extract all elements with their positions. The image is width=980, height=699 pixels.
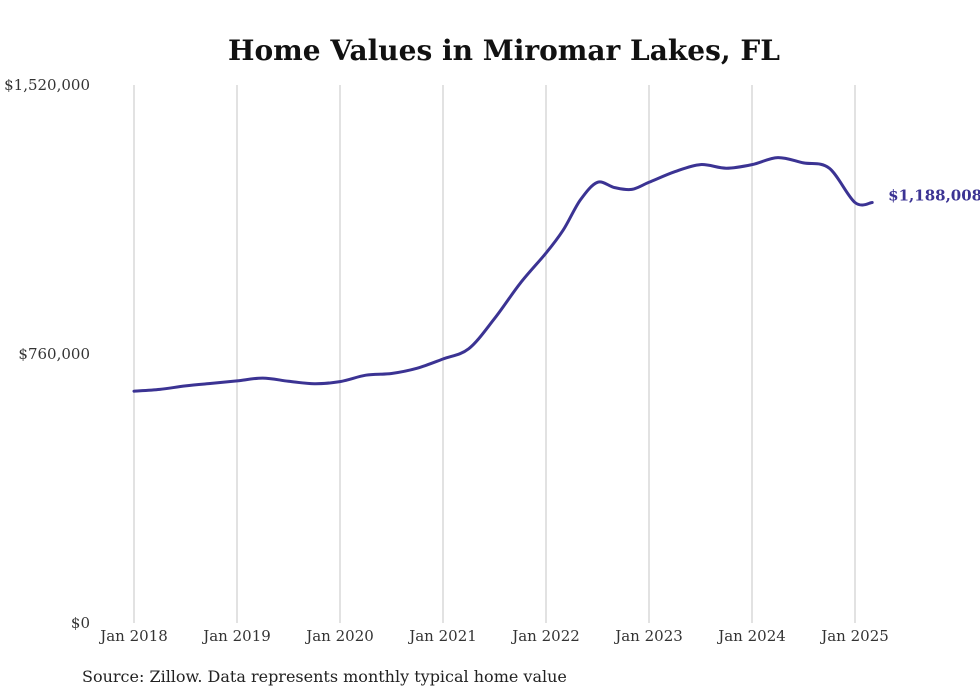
gridlines [133,85,856,623]
x-tick-label: Jan 2022 [510,627,580,645]
end-value-label: $1,188,008 [888,187,980,205]
x-tick-label: Jan 2020 [304,627,374,645]
chart-title: Home Values in Miromar Lakes, FL [228,34,780,67]
x-tick-label: Jan 2024 [716,627,786,645]
x-tick-label: Jan 2025 [819,627,889,645]
y-tick-label: $1,520,000 [4,76,90,94]
x-tick-label: Jan 2021 [407,627,477,645]
y-axis-ticks: $0 $760,000 $1,520,000 [4,76,90,632]
y-tick-label: $760,000 [18,345,90,363]
x-axis-ticks: Jan 2018 Jan 2019 Jan 2020 Jan 2021 Jan 2022… [98,627,889,645]
y-tick-label: $0 [71,614,90,632]
series-line [132,156,874,393]
x-tick-label: Jan 2023 [613,627,683,645]
x-tick-label: Jan 2018 [98,627,168,645]
source-note: Source: Zillow. Data represents monthly … [82,667,567,686]
x-tick-label: Jan 2019 [201,627,271,645]
